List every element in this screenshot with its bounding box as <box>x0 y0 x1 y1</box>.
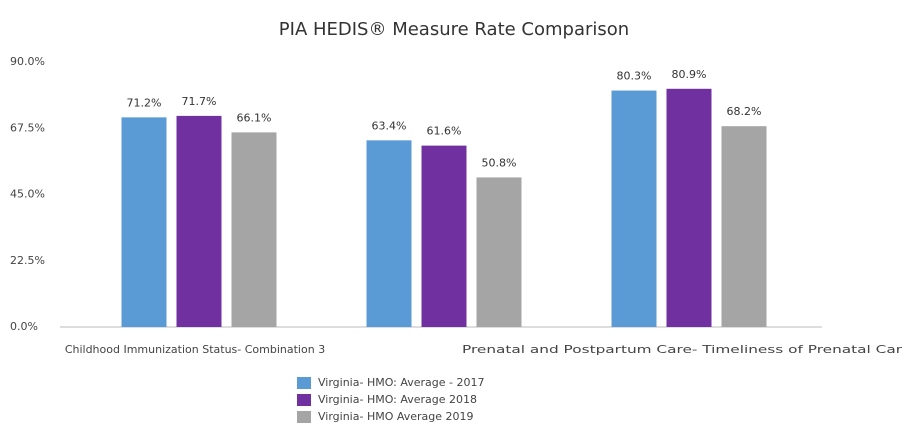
bar <box>231 132 277 327</box>
bar <box>421 145 467 327</box>
x-tick-label: Prenatal and Postpartum Care- Timeliness… <box>462 343 903 356</box>
y-tick-label: 22.5% <box>10 254 45 267</box>
value-label: 71.2% <box>127 96 162 109</box>
x-tick-label: Childhood Immunization Status- Combinati… <box>65 343 325 356</box>
value-label: 63.4% <box>372 119 407 132</box>
legend-swatch <box>297 377 311 389</box>
legend-label: Virginia- HMO: Average 2018 <box>318 393 477 406</box>
value-label: 68.2% <box>727 105 762 118</box>
value-label: 80.3% <box>617 70 652 83</box>
bar <box>366 140 412 327</box>
bar <box>721 126 767 327</box>
legend-label: Virginia- HMO Average 2019 <box>318 410 474 423</box>
y-tick-label: 0.0% <box>10 320 38 333</box>
value-label: 66.1% <box>237 111 272 124</box>
bar <box>666 88 712 328</box>
bar <box>176 115 222 327</box>
y-tick-label: 67.5% <box>10 121 45 134</box>
bar <box>121 117 167 327</box>
value-label: 80.9% <box>672 68 707 81</box>
y-tick-label: 45.0% <box>10 188 45 201</box>
value-label: 50.8% <box>482 156 517 169</box>
value-label: 71.7% <box>182 95 217 108</box>
chart-title: PIA HEDIS® Measure Rate Comparison <box>279 19 629 40</box>
legend-swatch <box>297 394 311 406</box>
value-label: 61.6% <box>427 125 462 138</box>
bar <box>611 90 657 327</box>
bar <box>476 177 522 327</box>
y-tick-label: 90.0% <box>10 55 45 68</box>
legend-swatch <box>297 411 311 423</box>
legend-label: Virginia- HMO: Average - 2017 <box>318 376 485 389</box>
